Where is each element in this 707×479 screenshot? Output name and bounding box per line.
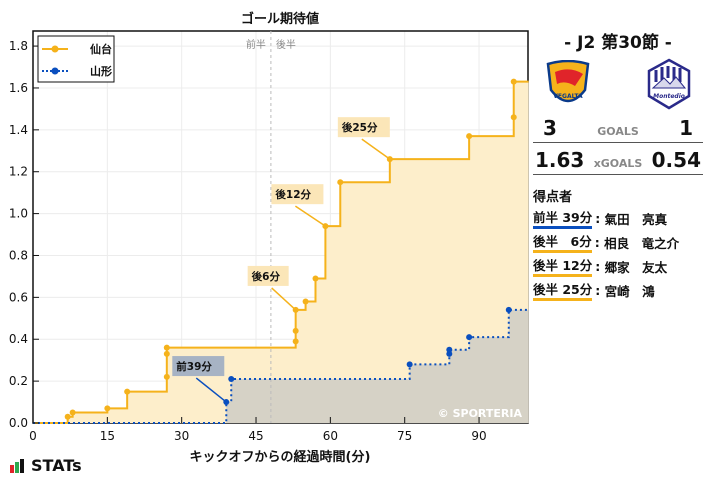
brand-logo: STATs (10, 456, 82, 475)
scorer-item: 後半 12分: 郷家 友太 (533, 254, 703, 278)
svg-text:90: 90 (471, 429, 486, 443)
montedio-crest-icon: Montedio (647, 58, 691, 110)
scorer-item: 後半 25分: 宮崎 鴻 (533, 278, 703, 302)
chart-title: ゴール期待値 (240, 12, 319, 27)
svg-text:75: 75 (397, 429, 412, 443)
svg-text:30: 30 (174, 429, 189, 443)
goals-row: 3 GOALS 1 (533, 116, 703, 143)
legend: 仙台 山形 (37, 35, 115, 83)
svg-text:60: 60 (323, 429, 338, 443)
svg-text:0.0: 0.0 (9, 416, 28, 430)
svg-text:0.8: 0.8 (9, 248, 28, 262)
x-axis-label: キックオフからの経過時間(分) (189, 450, 371, 465)
scorers-heading: 得点者 (533, 190, 573, 205)
vegalta-crest-icon: VEGALTA (546, 60, 590, 103)
away-goals: 1 (679, 116, 693, 140)
svg-text:0: 0 (29, 429, 37, 443)
svg-text:後25分: 後25分 (341, 121, 378, 134)
svg-text:0.6: 0.6 (9, 290, 28, 304)
scorer-item: 前半 39分: 氣田 亮真 (533, 206, 703, 230)
svg-text:前39分: 前39分 (176, 360, 212, 373)
legend-home: 仙台 (90, 42, 112, 56)
goals-label: GOALS (597, 125, 639, 138)
home-goals: 3 (543, 116, 557, 140)
scorers-list: 前半 39分: 氣田 亮真 後半 6分: 相良 竜之介 後半 12分: 郷家 友… (533, 206, 703, 302)
svg-text:1.0: 1.0 (9, 207, 28, 221)
svg-text:Montedio: Montedio (653, 93, 685, 100)
svg-text:1.8: 1.8 (9, 39, 28, 53)
xg-step-chart: 前半 後半 前39分 後6分 後12分 後25分 0 15 30 45 60 75 90 0.0 0.… (9, 30, 529, 443)
svg-text:1.4: 1.4 (9, 123, 28, 137)
svg-text:15: 15 (100, 429, 115, 443)
first-half-label: 前半 (246, 38, 266, 51)
svg-text:1.6: 1.6 (9, 81, 28, 95)
second-half-label: 後半 (276, 38, 296, 51)
legend-away: 山形 (90, 64, 112, 78)
home-xgoals: 1.63 (535, 148, 585, 172)
scorer-item: 後半 6分: 相良 竜之介 (533, 230, 703, 254)
svg-text:1.2: 1.2 (9, 165, 28, 179)
svg-text:後12分: 後12分 (274, 188, 311, 201)
round-title: - J2 第30節 - (564, 33, 672, 53)
xgoals-row: 1.63 xGOALS 0.54 (533, 148, 703, 175)
watermark: © SPORTERIA (438, 407, 523, 420)
away-xgoals: 0.54 (651, 148, 701, 172)
xgoals-label: xGOALS (593, 157, 643, 170)
bar-chart-icon (10, 458, 24, 473)
svg-text:後6分: 後6分 (251, 270, 281, 283)
svg-text:VEGALTA: VEGALTA (553, 93, 583, 100)
svg-text:45: 45 (248, 429, 263, 443)
svg-text:0.2: 0.2 (9, 374, 28, 388)
svg-text:0.4: 0.4 (9, 332, 28, 346)
